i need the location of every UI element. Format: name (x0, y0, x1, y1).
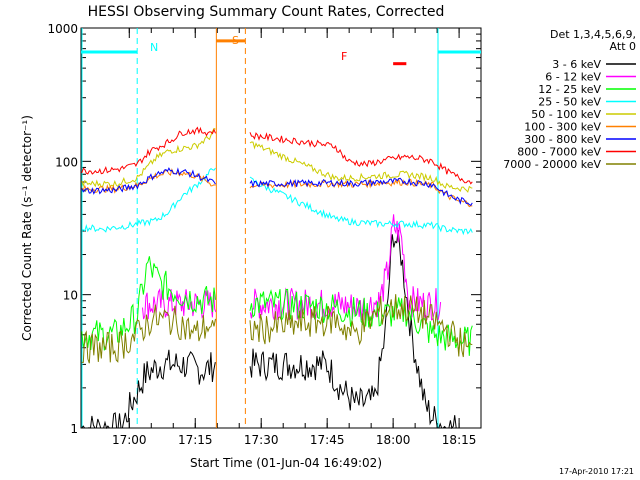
x-axis-label: Start Time (01-Jun-04 16:49:02) (190, 456, 382, 470)
annotation-n-label: N (150, 41, 158, 54)
legend-label: 12 - 25 keV (538, 83, 601, 96)
series-line (81, 167, 473, 206)
legend-header-line1: Det 1,3,4,5,6,9, (550, 28, 636, 41)
y-axis-label: Corrected Count Rate (s⁻¹ detector⁻¹) (20, 115, 34, 341)
legend-label: 25 - 50 keV (538, 96, 601, 109)
plot-timestamp: 17-Apr-2010 17:21 (559, 467, 634, 476)
y-tick-label: 1000 (47, 22, 78, 36)
annotation-f-label: F (341, 50, 347, 63)
x-tick-label: 17:30 (244, 433, 279, 447)
series-line (142, 214, 442, 322)
x-tick-label: 17:00 (112, 433, 147, 447)
series-line (81, 230, 460, 430)
legend-label: 800 - 7000 keV (517, 146, 601, 159)
legend-label: 100 - 300 keV (524, 121, 601, 134)
x-tick-label: 18:15 (442, 433, 477, 447)
legend-label: 3 - 6 keV (552, 58, 601, 71)
series-line (81, 167, 473, 236)
y-tick-label: 1 (70, 422, 78, 436)
y-tick-label: 100 (55, 155, 78, 169)
series-line (81, 127, 473, 193)
chart-title: HESSI Observing Summary Count Rates, Cor… (88, 4, 445, 20)
legend-label: 50 - 100 keV (531, 108, 601, 121)
legend-label: 6 - 12 keV (545, 71, 601, 84)
y-tick-label: 10 (63, 289, 78, 303)
x-tick-label: 17:15 (178, 433, 213, 447)
x-tick-label: 18:00 (376, 433, 411, 447)
legend-header-line2: Att 0 (610, 40, 636, 53)
plot-frame (80, 27, 482, 429)
legend-label: 300 - 800 keV (524, 133, 601, 146)
x-tick-label: 17:45 (310, 433, 345, 447)
legend-label: 7000 - 20000 keV (503, 158, 601, 171)
series-line (81, 126, 473, 185)
series-line (81, 294, 473, 364)
